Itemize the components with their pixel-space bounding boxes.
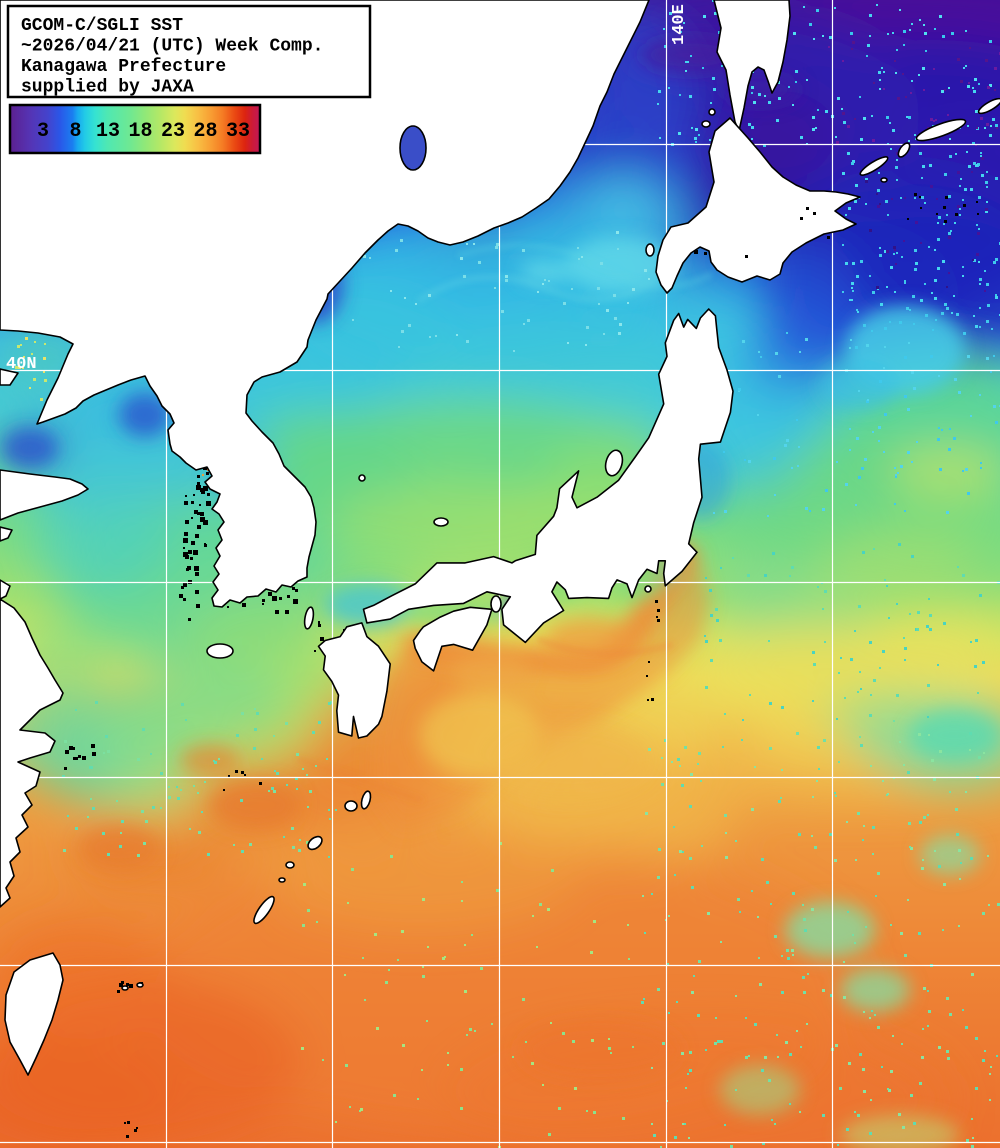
svg-text:Kanagawa Prefecture: Kanagawa Prefecture — [21, 57, 226, 77]
svg-text:3: 3 — [37, 120, 49, 143]
svg-text:33: 33 — [226, 120, 250, 143]
svg-text:GCOM-C/SGLI SST: GCOM-C/SGLI SST — [21, 16, 183, 36]
svg-text:28: 28 — [193, 120, 217, 143]
svg-text:13: 13 — [96, 120, 120, 143]
svg-text:~2026/04/21 (UTC) Week Comp.: ~2026/04/21 (UTC) Week Comp. — [21, 37, 323, 57]
svg-text:supplied by JAXA: supplied by JAXA — [21, 78, 194, 98]
svg-text:8: 8 — [69, 120, 81, 143]
svg-text:140E: 140E — [670, 4, 689, 45]
svg-text:23: 23 — [161, 120, 185, 143]
svg-text:18: 18 — [128, 120, 152, 143]
svg-text:40N: 40N — [6, 355, 37, 374]
